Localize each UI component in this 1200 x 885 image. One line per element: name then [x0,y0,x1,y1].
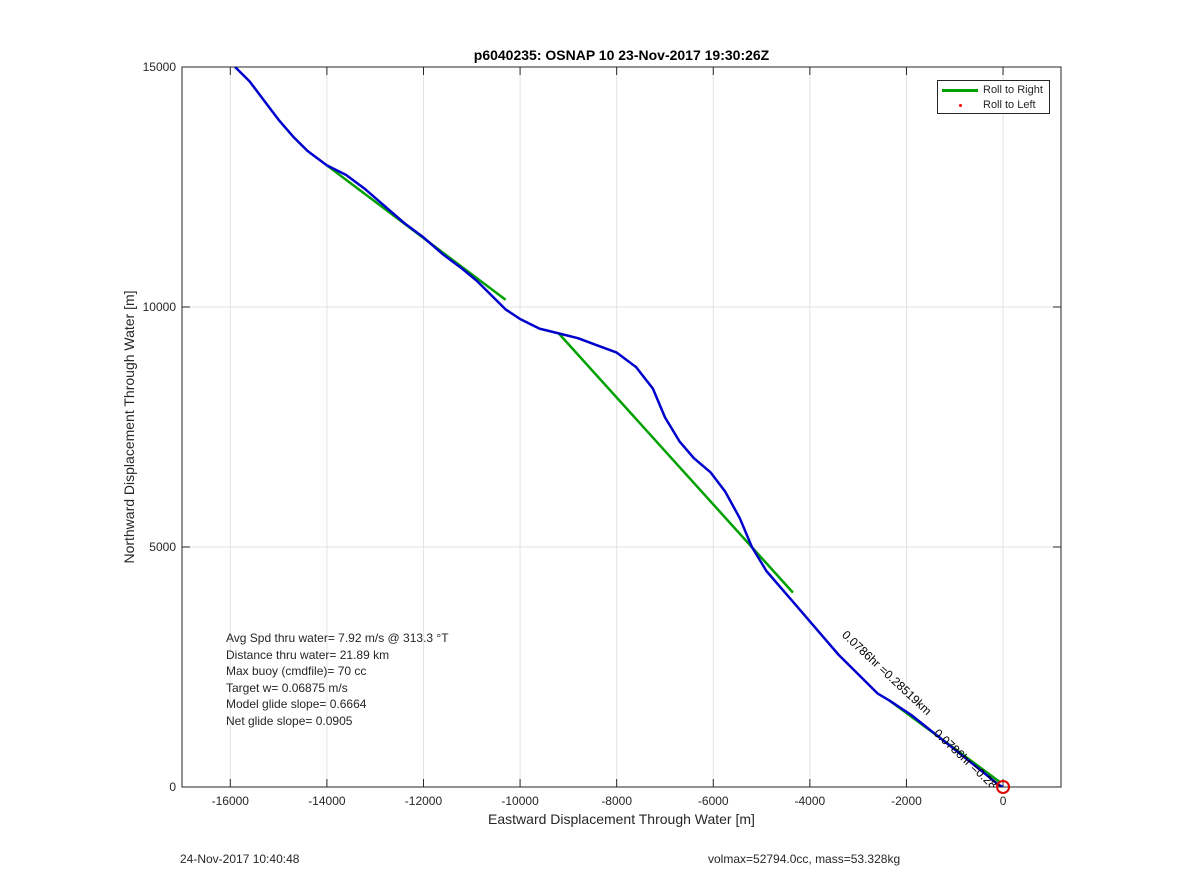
legend-swatch-roll-right [942,88,978,92]
stat-distance: Distance thru water= 21.89 km [226,647,390,662]
chart-title: p6040235: OSNAP 10 23-Nov-2017 19:30:26Z [474,47,770,63]
track-line [234,67,1004,787]
origin-marker [996,780,1011,794]
x-tick-label: -12000 [405,794,443,808]
stat-avg-speed: Avg Spd thru water= 7.92 m/s @ 313.3 °T [226,631,449,645]
stat-max-buoy: Max buoy (cmdfile)= 70 cc [226,664,367,678]
stat-model-glide-slope: Model glide slope= 0.6664 [226,697,367,711]
legend-swatch-roll-left [958,103,962,107]
y-tick-label: 0 [169,780,176,794]
legend: Roll to Right Roll to Left [937,80,1050,114]
legend-label-roll-right: Roll to Right [983,84,1043,96]
x-tick-label: -6000 [698,794,729,808]
axes-box [181,66,1062,788]
x-tick-label: 0 [1000,794,1007,808]
x-tick-label: -16000 [212,794,250,808]
x-axis-label: Eastward Displacement Through Water [m] [488,811,755,827]
y-tick-label: 10000 [143,300,177,314]
legend-item-roll-left: Roll to Left [938,98,1036,112]
x-tick-label: -2000 [891,794,922,808]
footer-timestamp: 24-Nov-2017 10:40:48 [180,852,300,866]
footer-volmax-mass: volmax=52794.0cc, mass=53.328kg [708,852,901,866]
x-tick-label: -14000 [308,794,346,808]
x-tick-label: -4000 [795,794,826,808]
stats-block: Avg Spd thru water= 7.92 m/s @ 313.3 °T … [226,630,449,729]
y-tick-label: 5000 [149,540,176,554]
y-axis-label: Northward Displacement Through Water [m] [121,290,137,563]
stat-net-glide-slope: Net glide slope= 0.0905 [226,713,353,728]
x-tick-label: -10000 [501,794,539,808]
x-tick-label: -8000 [601,794,632,808]
legend-label-roll-left: Roll to Left [983,99,1036,111]
plot-area [182,67,1061,787]
stat-target-w: Target w= 0.06875 m/s [226,680,348,695]
y-tick-label: 15000 [143,60,177,74]
legend-item-roll-right: Roll to Right [938,83,1043,97]
